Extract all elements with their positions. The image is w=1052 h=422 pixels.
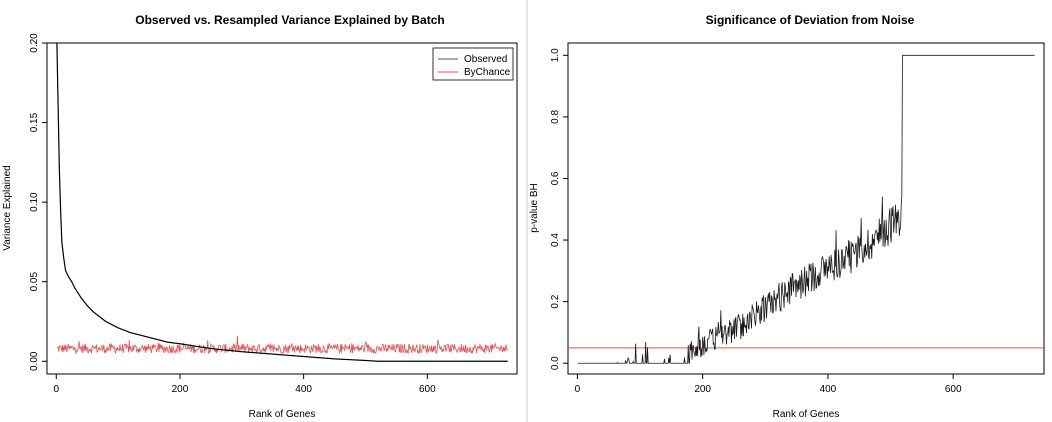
y-tick-label: 0.20	[29, 33, 40, 53]
y-tick-label: 1.0	[550, 48, 561, 62]
x-tick-label: 400	[820, 384, 837, 395]
legend: Observed ByChance	[432, 47, 514, 81]
y-axis: 0.0 0.2 0.4 0.6 0.8 1.0	[550, 48, 568, 370]
variance-panel: Observed vs. Resampled Variance Explaine…	[2, 13, 518, 420]
y-tick-label: 0.4	[550, 233, 561, 247]
x-tick-label: 400	[295, 384, 312, 395]
y-tick-label: 0.00	[29, 351, 40, 371]
series-bychance-line	[56, 335, 508, 355]
x-axis-label: Rank of Genes	[249, 409, 316, 420]
x-axis-label: Rank of Genes	[773, 409, 840, 420]
x-tick-label: 0	[575, 384, 581, 395]
y-tick-label: 0.0	[550, 356, 561, 370]
legend-bychance-label: ByChance	[464, 67, 511, 78]
y-tick-label: 0.6	[550, 171, 561, 185]
significance-panel: Significance of Deviation from Noise 0 20…	[529, 13, 1045, 420]
y-axis-label: p-value BH	[529, 183, 540, 232]
x-tick-label: 0	[53, 384, 59, 395]
x-tick-label: 600	[419, 384, 436, 395]
y-tick-label: 0.10	[29, 192, 40, 212]
x-tick-label: 600	[945, 384, 962, 395]
plot-frame	[567, 42, 1045, 375]
series-group	[568, 54, 1044, 364]
x-tick-label: 200	[694, 384, 711, 395]
x-axis: 0 200 400 600	[53, 374, 436, 395]
chart-title: Observed vs. Resampled Variance Explaine…	[135, 13, 444, 27]
x-tick-label: 200	[172, 384, 189, 395]
series-observed-line	[56, 43, 508, 362]
y-tick-label: 0.8	[550, 110, 561, 124]
legend-box	[432, 47, 514, 81]
x-axis: 0 200 400 600	[575, 374, 962, 395]
y-tick-label: 0.15	[29, 112, 40, 132]
series-pvalue-line	[578, 54, 1035, 364]
series-group	[56, 43, 508, 362]
y-axis: 0.00 0.05 0.10 0.15 0.20	[29, 33, 47, 371]
plot-frame	[46, 42, 518, 375]
y-axis-label: Variance Explained	[2, 165, 13, 250]
y-tick-label: 0.05	[29, 272, 40, 292]
y-tick-label: 0.2	[550, 294, 561, 308]
legend-observed-label: Observed	[464, 54, 507, 65]
chart-title: Significance of Deviation from Noise	[706, 13, 915, 27]
